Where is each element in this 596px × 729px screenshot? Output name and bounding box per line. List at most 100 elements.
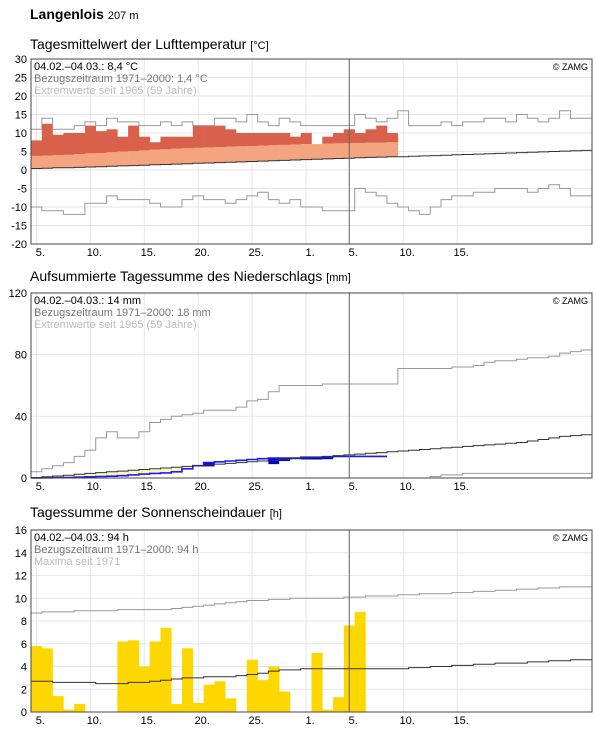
temp-info-period: 04.02.–04.03.: 8,4 °C (34, 61, 138, 73)
precip-xtick-label-2: 15. (141, 481, 156, 493)
temp-bar-day-21 (246, 133, 258, 146)
sun-ytick-label-3: 6 (21, 639, 27, 651)
precip-info-period: 04.02.–04.03.: 14 mm (34, 295, 141, 307)
temp-extreme-min-line (31, 184, 592, 215)
sun-bar-day-9 (117, 641, 129, 712)
temp-band-day-25 (289, 144, 302, 161)
sun-xtick-label-8: 15. (453, 715, 468, 727)
sun-bar-day-1 (31, 646, 43, 712)
temp-band-day-23 (268, 145, 280, 161)
temp-band-day-16 (192, 147, 204, 164)
temp-bar-day-11 (138, 136, 150, 151)
temp-bar-day-34 (387, 133, 399, 143)
temp-bar-day-9 (117, 136, 129, 152)
precip-ytick-label-3: 120 (9, 288, 27, 300)
temp-bar-day-32 (365, 129, 377, 143)
temp-band-day-33 (376, 142, 388, 158)
sun-bar-day-2 (41, 648, 53, 712)
temp-bar-day-13 (160, 136, 172, 150)
temp-bar-day-14 (171, 136, 183, 149)
sun-xtick-label-0: 5. (36, 715, 45, 727)
temp-band-day-17 (203, 147, 215, 163)
precip-xtick-label-3: 20. (195, 481, 210, 493)
sun-xtick-label-7: 10. (400, 715, 415, 727)
sunshine-chart: 0 2 4 6 8 10 12 14 16 5. 10. 15. 20. 25. 1. 5. 10. 15. 04.… (15, 525, 593, 727)
temp-xtick-label-0: 5. (36, 247, 45, 259)
sun-ytick-label-2: 4 (21, 662, 27, 674)
station-header: Langenlois 207 m (30, 6, 138, 22)
sun-bar-day-24 (279, 691, 291, 712)
temp-bar-day-25 (289, 136, 302, 145)
temp-band-day-20 (235, 146, 248, 162)
precip-xtick-label-4: 25. (249, 481, 264, 493)
temp-xtick-label-7: 10. (400, 247, 415, 259)
station-altitude: 207 m (107, 10, 139, 22)
temp-xtick-label-2: 15. (141, 247, 156, 259)
temp-bar-day-33 (376, 125, 388, 143)
temp-bar-day-2 (41, 123, 53, 156)
sun-bar-day-21 (246, 659, 258, 712)
sun-ytick-label-5: 10 (15, 593, 27, 605)
temp-xtick-label-8: 15. (453, 247, 468, 259)
temp-bar-day-4 (63, 133, 75, 155)
temp-band-day-19 (225, 146, 237, 163)
precipitation-title-text: Aufsummierte Tagessumme des Niederschlag… (30, 268, 323, 284)
temp-band-day-4 (63, 154, 75, 168)
temp-ytick-label-9: 25 (15, 73, 27, 85)
temp-band-day-15 (182, 148, 194, 164)
sun-xtick-label-6: 5. (349, 715, 358, 727)
precip-info-normal: Bezugszeitraum 1971–2000: 18 mm (34, 307, 211, 319)
sun-info-normal: Bezugszeitraum 1971–2000: 94 h (34, 544, 199, 556)
temp-bar-day-18 (214, 125, 226, 148)
temperature-chart-title: Tagesmittelwert der Lufttemperatur [°C] (30, 36, 269, 52)
precipitation-chart-title: Aufsummierte Tagessumme des Niederschlag… (30, 268, 351, 284)
temp-ytick-label-5: 5 (21, 147, 27, 159)
temp-band-day-13 (160, 149, 172, 165)
precip-gain-4 (322, 456, 334, 460)
precip-extreme-max-line (31, 349, 592, 473)
temperature-title-text: Tagesmittelwert der Lufttemperatur (30, 36, 247, 52)
precip-xtick-label-6: 5. (349, 481, 358, 493)
temp-band-day-27 (311, 144, 323, 160)
precip-xtick-label-7: 10. (400, 481, 415, 493)
temp-band-day-18 (214, 147, 226, 163)
sun-bar-day-28 (322, 709, 334, 712)
sun-xtick-label-5: 1. (306, 715, 315, 727)
temp-bar-day-24 (279, 133, 291, 145)
temp-band-day-7 (95, 152, 107, 167)
sunshine-unit: [h] (269, 508, 282, 520)
temp-band-day-9 (117, 151, 129, 166)
temp-band-day-32 (365, 142, 377, 158)
sun-ytick-label-8: 16 (15, 525, 27, 537)
sunshine-chart-title: Tagessumme der Sonnenscheindauer [h] (30, 504, 282, 520)
temp-xtick-label-5: 1. (306, 247, 315, 259)
temp-band-day-2 (41, 155, 53, 169)
temp-info-normal: Bezugszeitraum 1971–2000: 1,4 °C (34, 73, 208, 85)
temp-bar-day-12 (149, 142, 161, 150)
temp-band-day-21 (246, 145, 258, 162)
temp-band-day-31 (354, 142, 366, 158)
temp-band-day-11 (138, 150, 150, 166)
station-name: Langenlois (30, 6, 104, 22)
sun-bar-day-10 (128, 640, 140, 712)
temp-bar-day-6 (84, 125, 97, 154)
temp-xtick-label-6: 5. (349, 247, 358, 259)
sun-info-extremes: Maxima seit 1971 (34, 556, 120, 568)
sun-ytick-label-6: 12 (15, 571, 27, 583)
sun-bar-day-17 (203, 684, 215, 712)
temp-ytick-label-1: -15 (11, 221, 27, 233)
temp-bar-day-29 (333, 133, 345, 144)
temp-band-day-3 (52, 155, 64, 168)
precip-normal-line (31, 434, 592, 478)
sun-normal-line (31, 659, 592, 685)
temp-bar-day-20 (235, 133, 248, 147)
temp-bar-day-3 (52, 134, 64, 156)
temp-info-extremes: Extremwerte seit 1965 (59 Jahre) (34, 85, 197, 97)
precip-xtick-label-8: 15. (453, 481, 468, 493)
sun-bar-day-27 (311, 652, 323, 712)
sun-ytick-label-0: 0 (21, 707, 27, 719)
sun-bar-day-11 (138, 666, 150, 712)
precip-xtick-label-5: 1. (306, 481, 315, 493)
sun-bar-day-22 (257, 680, 269, 712)
temp-bar-day-16 (192, 125, 204, 148)
